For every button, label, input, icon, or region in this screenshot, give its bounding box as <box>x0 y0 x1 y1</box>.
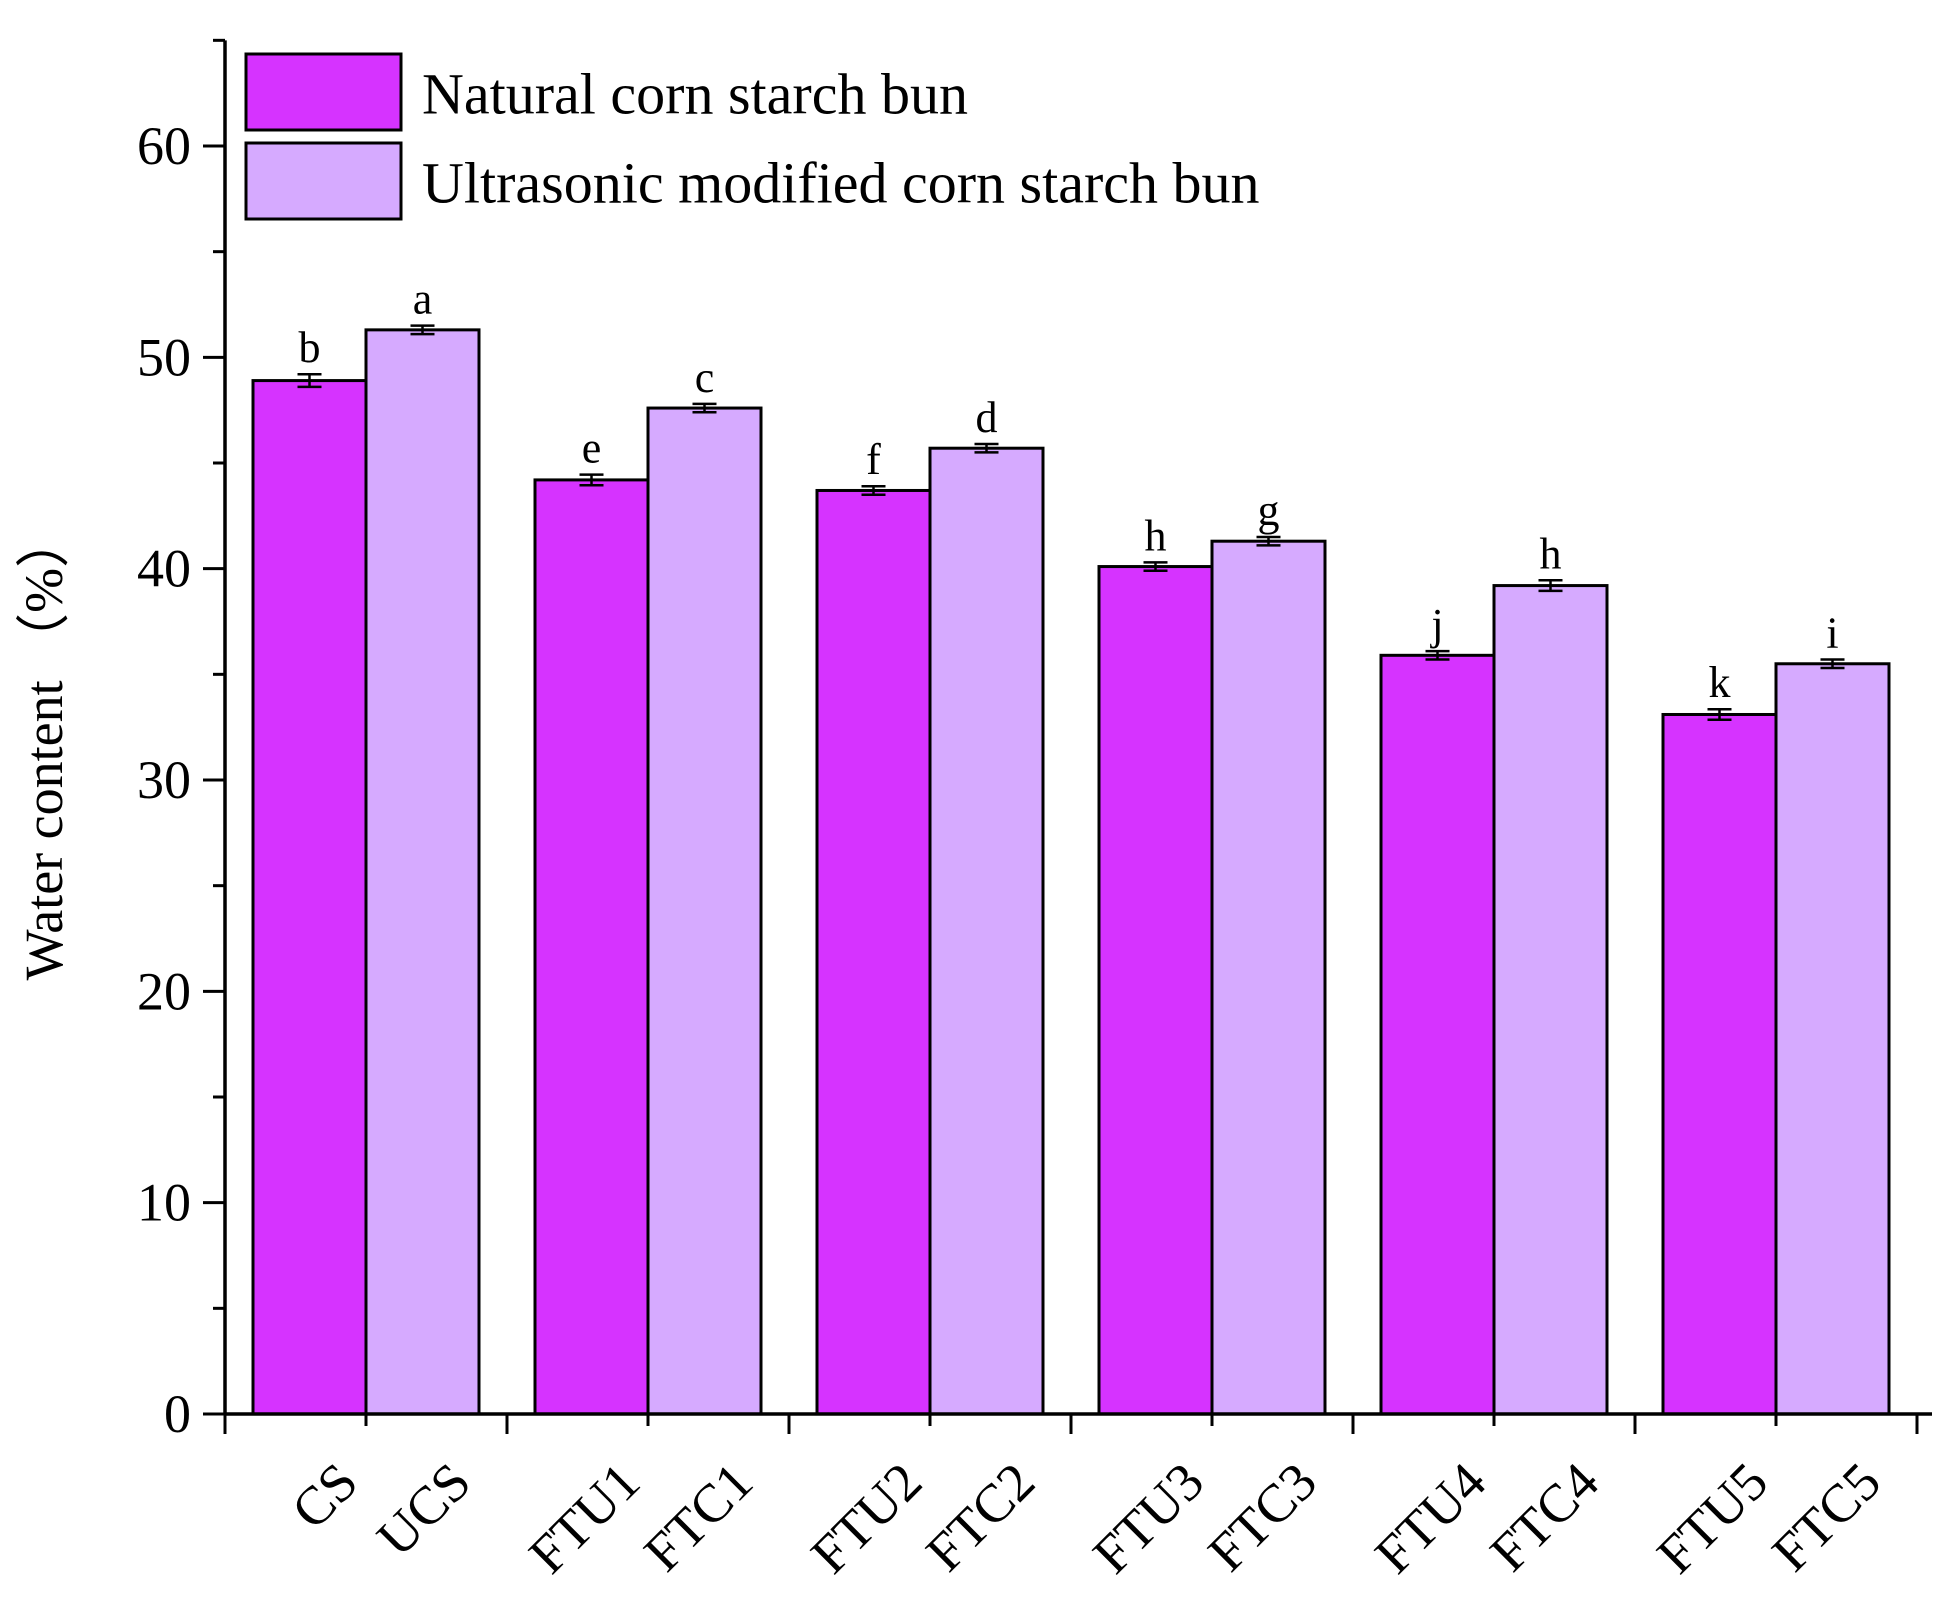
x-tick-label-ftu4: FTU4 <box>1363 1451 1497 1585</box>
bar-ftu1 <box>533 478 650 1416</box>
y-tick-label-30: 30 <box>137 750 191 810</box>
x-tick-label-cs: CS <box>280 1451 369 1540</box>
bar-ftc5 <box>1774 662 1891 1416</box>
significance-letter-ftc3: g <box>1258 486 1280 535</box>
bar-ftu4 <box>1379 653 1496 1416</box>
x-tick-label-ftu3: FTU3 <box>1081 1451 1215 1585</box>
significance-letter-ftc5: i <box>1826 609 1838 658</box>
y-tick-label-10: 10 <box>137 1173 191 1233</box>
x-tick-label-ftc3: FTC3 <box>1197 1451 1329 1583</box>
significance-letter-ftu4: j <box>1429 600 1443 649</box>
x-tick-label-ftc1: FTC1 <box>633 1451 765 1583</box>
x-tick-label-ftu5: FTU5 <box>1645 1451 1779 1585</box>
bar-ftu2 <box>815 488 932 1416</box>
significance-letter-ftu1: e <box>582 424 602 473</box>
y-axis-title: Water content （%） <box>14 514 74 981</box>
x-tick-label-ftu1: FTU1 <box>517 1451 651 1585</box>
legend-swatch-ultrasonic <box>244 141 403 221</box>
legend-swatch-natural <box>244 52 403 132</box>
y-tick-label-60: 60 <box>137 116 191 176</box>
bar-cs <box>251 379 368 1416</box>
significance-letter-ftu3: h <box>1145 511 1167 560</box>
y-tick-label-20: 20 <box>137 961 191 1021</box>
y-tick-label-0: 0 <box>164 1384 191 1444</box>
x-tick-label-ucs: UCS <box>365 1451 482 1568</box>
significance-letter-ucs: a <box>413 275 433 324</box>
bar-ftu5 <box>1661 712 1778 1416</box>
significance-letter-ftu5: k <box>1709 658 1731 707</box>
x-tick-label-ftc5: FTC5 <box>1761 1451 1893 1583</box>
bar-ftc3 <box>1210 539 1327 1416</box>
bar-ftu3 <box>1097 565 1214 1416</box>
bar-ftc2 <box>928 446 1045 1416</box>
y-tick-label-50: 50 <box>137 327 191 387</box>
legend-label-natural: Natural corn starch bun <box>422 62 968 127</box>
significance-letter-ftc4: h <box>1540 529 1562 578</box>
x-tick-label-ftu2: FTU2 <box>799 1451 933 1585</box>
significance-letter-cs: b <box>299 323 321 372</box>
x-tick-label-ftc2: FTC2 <box>915 1451 1047 1583</box>
bar-ftc1 <box>646 406 763 1416</box>
legend: Natural corn starch bun Ultrasonic modifi… <box>244 52 1260 221</box>
y-tick-label-40: 40 <box>137 539 191 599</box>
significance-letter-ftc2: d <box>976 393 998 442</box>
bar-ftc4 <box>1492 584 1609 1416</box>
bars-layer <box>251 328 1891 1416</box>
bar-ucs <box>364 328 481 1416</box>
significance-letter-ftu2: f <box>866 435 881 484</box>
legend-label-ultrasonic: Ultrasonic modified corn starch bun <box>422 151 1260 216</box>
error-bars-layer <box>297 324 1845 722</box>
significance-letter-ftc1: c <box>695 353 715 402</box>
axes-layer <box>203 38 1932 1434</box>
x-tick-label-ftc4: FTC4 <box>1479 1451 1611 1583</box>
